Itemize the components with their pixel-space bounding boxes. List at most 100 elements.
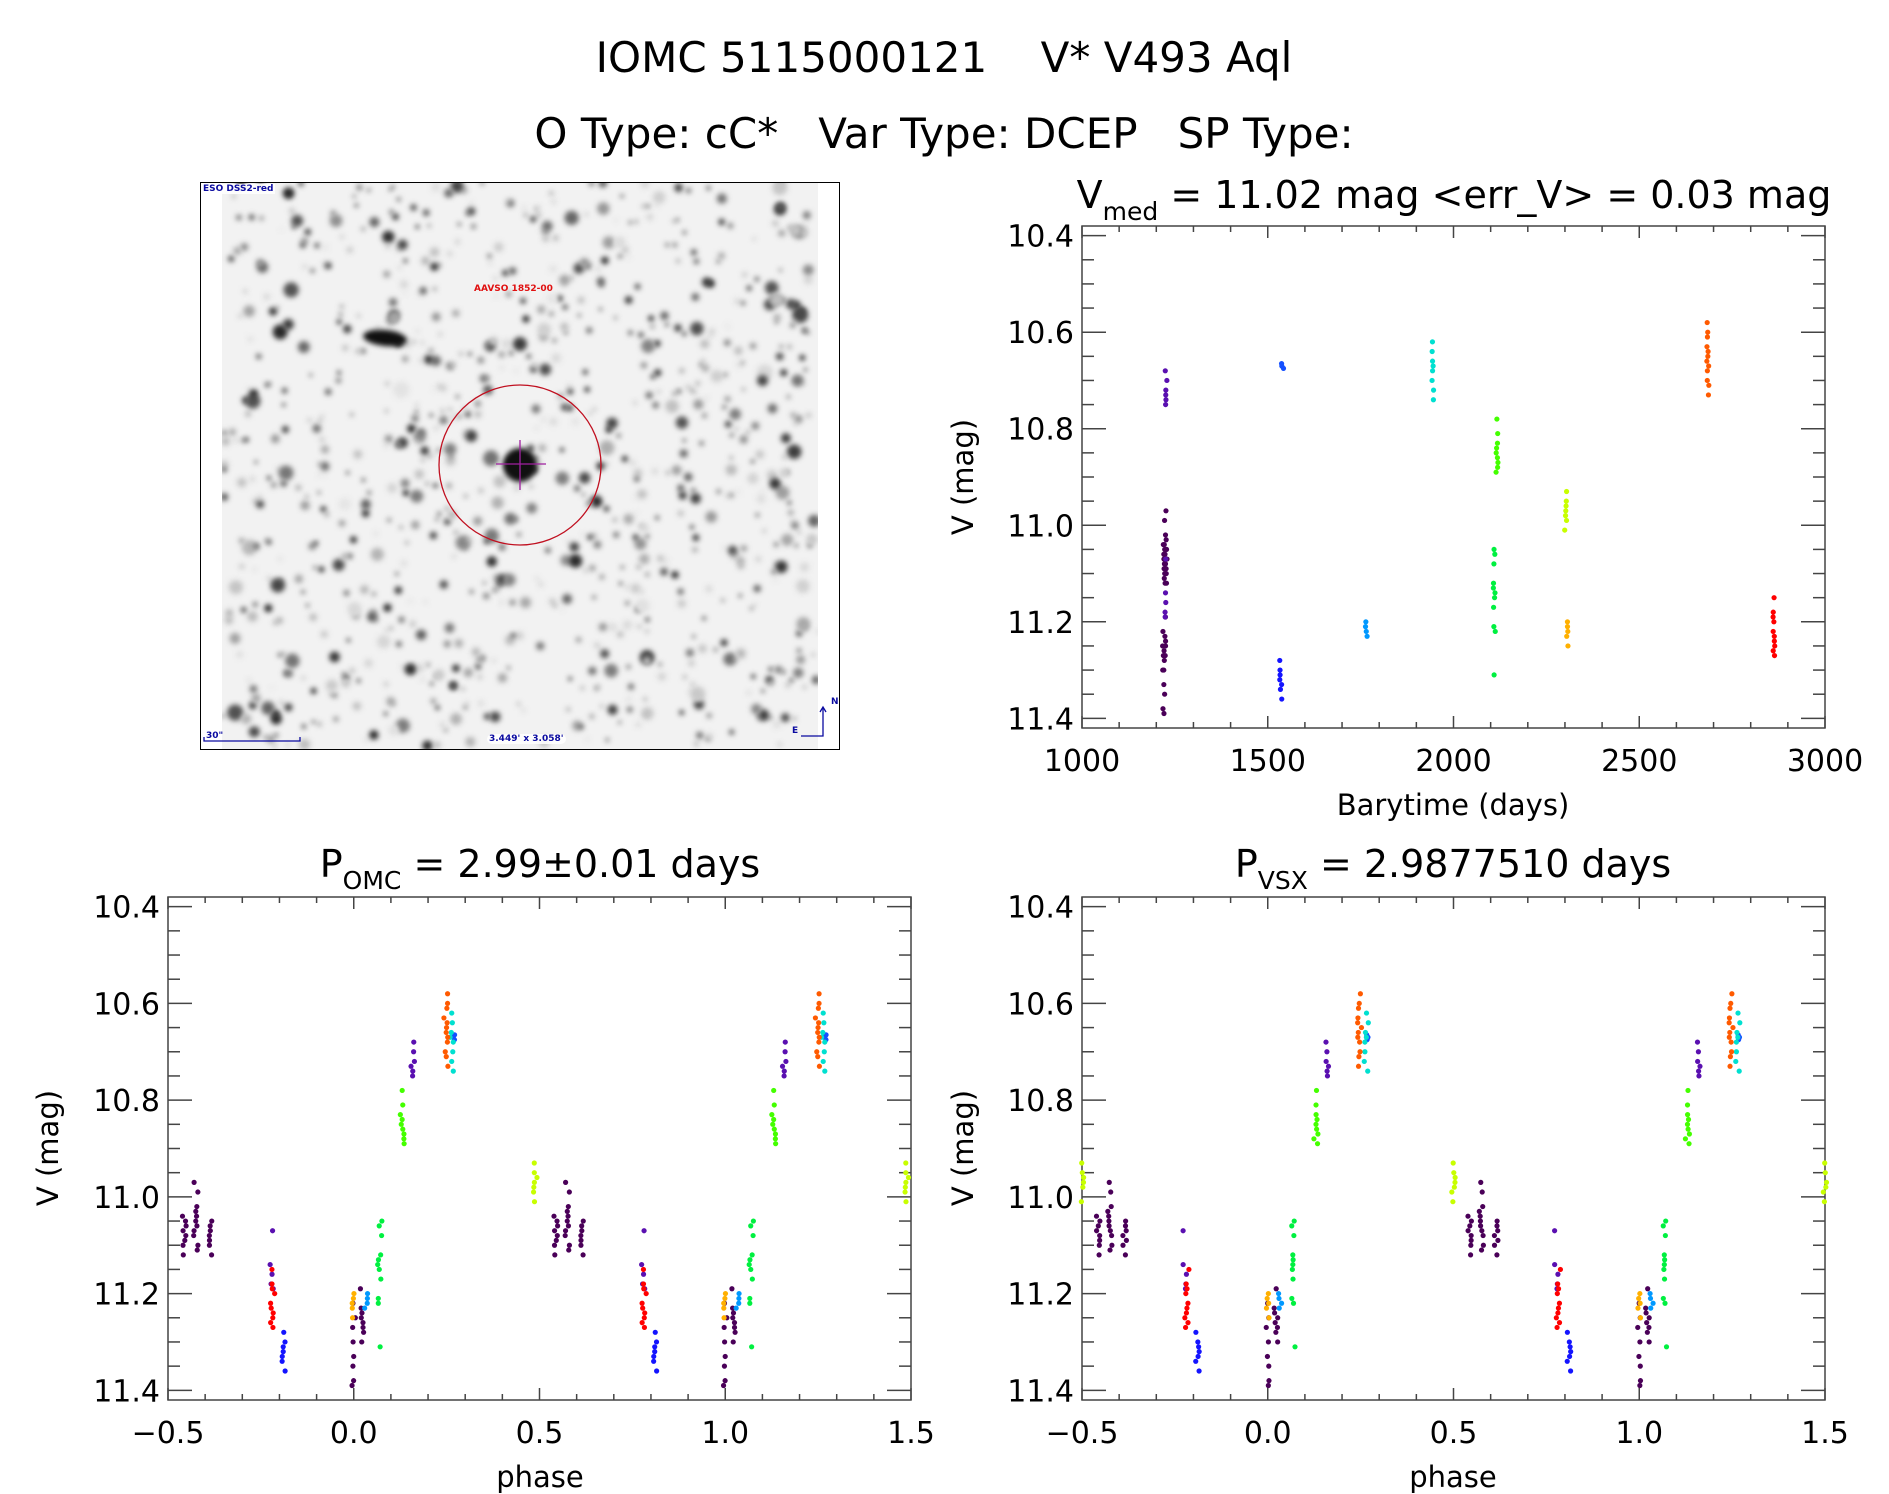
data-point [1355,1020,1361,1026]
data-point [1684,1102,1691,1108]
y-tick-label: 10.6 [1007,316,1074,351]
data-point [731,1320,738,1326]
data-point [578,1237,584,1243]
data-point [1183,1271,1190,1277]
data-point [410,1068,416,1074]
data-point [282,1339,288,1345]
data-point [1648,1305,1654,1311]
data-point [730,1339,736,1345]
data-point [750,1218,756,1224]
data-point [1160,706,1166,712]
data-point [1180,1261,1186,1268]
data-point [1635,1305,1641,1311]
data-point [1452,1179,1458,1185]
x-tick-label: 0.5 [1430,1416,1478,1451]
data-point [191,1179,197,1185]
data-point [1291,1232,1297,1239]
data-point [1661,1276,1668,1282]
data-point [1495,464,1501,470]
data-point [1476,1208,1482,1214]
data-point [531,1170,537,1176]
data-point [1362,1039,1368,1045]
data-point [1646,1315,1652,1321]
data-point [769,1112,775,1118]
y-axis-label: V (mag) [946,419,980,535]
data-point [1697,1063,1703,1069]
data-point [1733,1049,1740,1055]
data-point [1491,595,1498,601]
data-point [1364,633,1370,639]
data-point [1661,1261,1667,1268]
data-point [1120,1232,1126,1239]
data-point [400,1126,406,1132]
data-point [1365,1020,1371,1026]
data-point [182,1237,188,1243]
data-point [554,1232,560,1239]
data-point [1663,1218,1669,1224]
data-point [1095,1223,1101,1229]
data-point [1686,1141,1692,1147]
data-point [1684,1112,1691,1118]
data-point [279,1358,285,1364]
data-point [531,1199,538,1205]
data-point [782,1049,788,1055]
data-point [531,1179,537,1185]
data-point [721,1339,728,1345]
data-point [750,1232,756,1239]
data-point [1161,575,1167,581]
data-point [1644,1320,1650,1326]
x-tick-label: −0.5 [1046,1416,1119,1451]
data-point [772,1131,779,1137]
data-point [551,1213,557,1219]
data-point [639,1300,645,1306]
data-point [1494,455,1501,461]
data-point [1180,1228,1186,1234]
data-point [1556,1320,1563,1326]
data-point [749,1252,755,1258]
data-point [736,1300,742,1306]
data-point [1163,401,1169,408]
y-tick-label: 10.4 [1007,220,1074,255]
data-point [1495,459,1501,466]
data-point [1186,1266,1192,1273]
data-point [731,1324,738,1331]
data-point [1663,1344,1670,1350]
x-axis-label: Barytime (days) [1337,788,1570,822]
data-point [1704,344,1710,350]
data-point [180,1252,186,1258]
data-point [1162,609,1168,615]
data-point [1449,1189,1455,1195]
data-point [783,1058,789,1065]
data-point [579,1223,585,1229]
data-point [1661,1252,1667,1258]
y-tick-label: 11.2 [1007,1278,1074,1313]
data-point [1356,1054,1362,1060]
data-point [1660,1223,1666,1229]
data-point [1771,595,1777,601]
data-point [1552,1228,1558,1234]
data-point [1355,1034,1361,1040]
data-point [1567,1368,1574,1374]
data-point [1362,1029,1369,1036]
data-point [359,1310,365,1316]
data-point [1162,561,1169,567]
data-point [379,1218,385,1224]
data-point [1289,1223,1295,1229]
data-point [1081,1174,1087,1181]
data-point [193,1218,199,1224]
data-point [651,1353,657,1360]
data-point [639,1320,645,1326]
data-point [732,1329,738,1335]
data-point [378,1232,385,1239]
data-point [1772,643,1778,649]
data-point [565,1223,572,1229]
y-tick-label: 11.0 [1007,1181,1074,1216]
data-point [193,1213,200,1219]
plot-title: POMC = 2.99±0.01 days [320,842,760,895]
y-tick-label: 11.4 [1007,1374,1074,1409]
data-point [580,1218,586,1224]
data-point [272,1290,278,1297]
data-point [179,1213,186,1219]
data-point [902,1184,908,1190]
data-point [1279,696,1285,702]
